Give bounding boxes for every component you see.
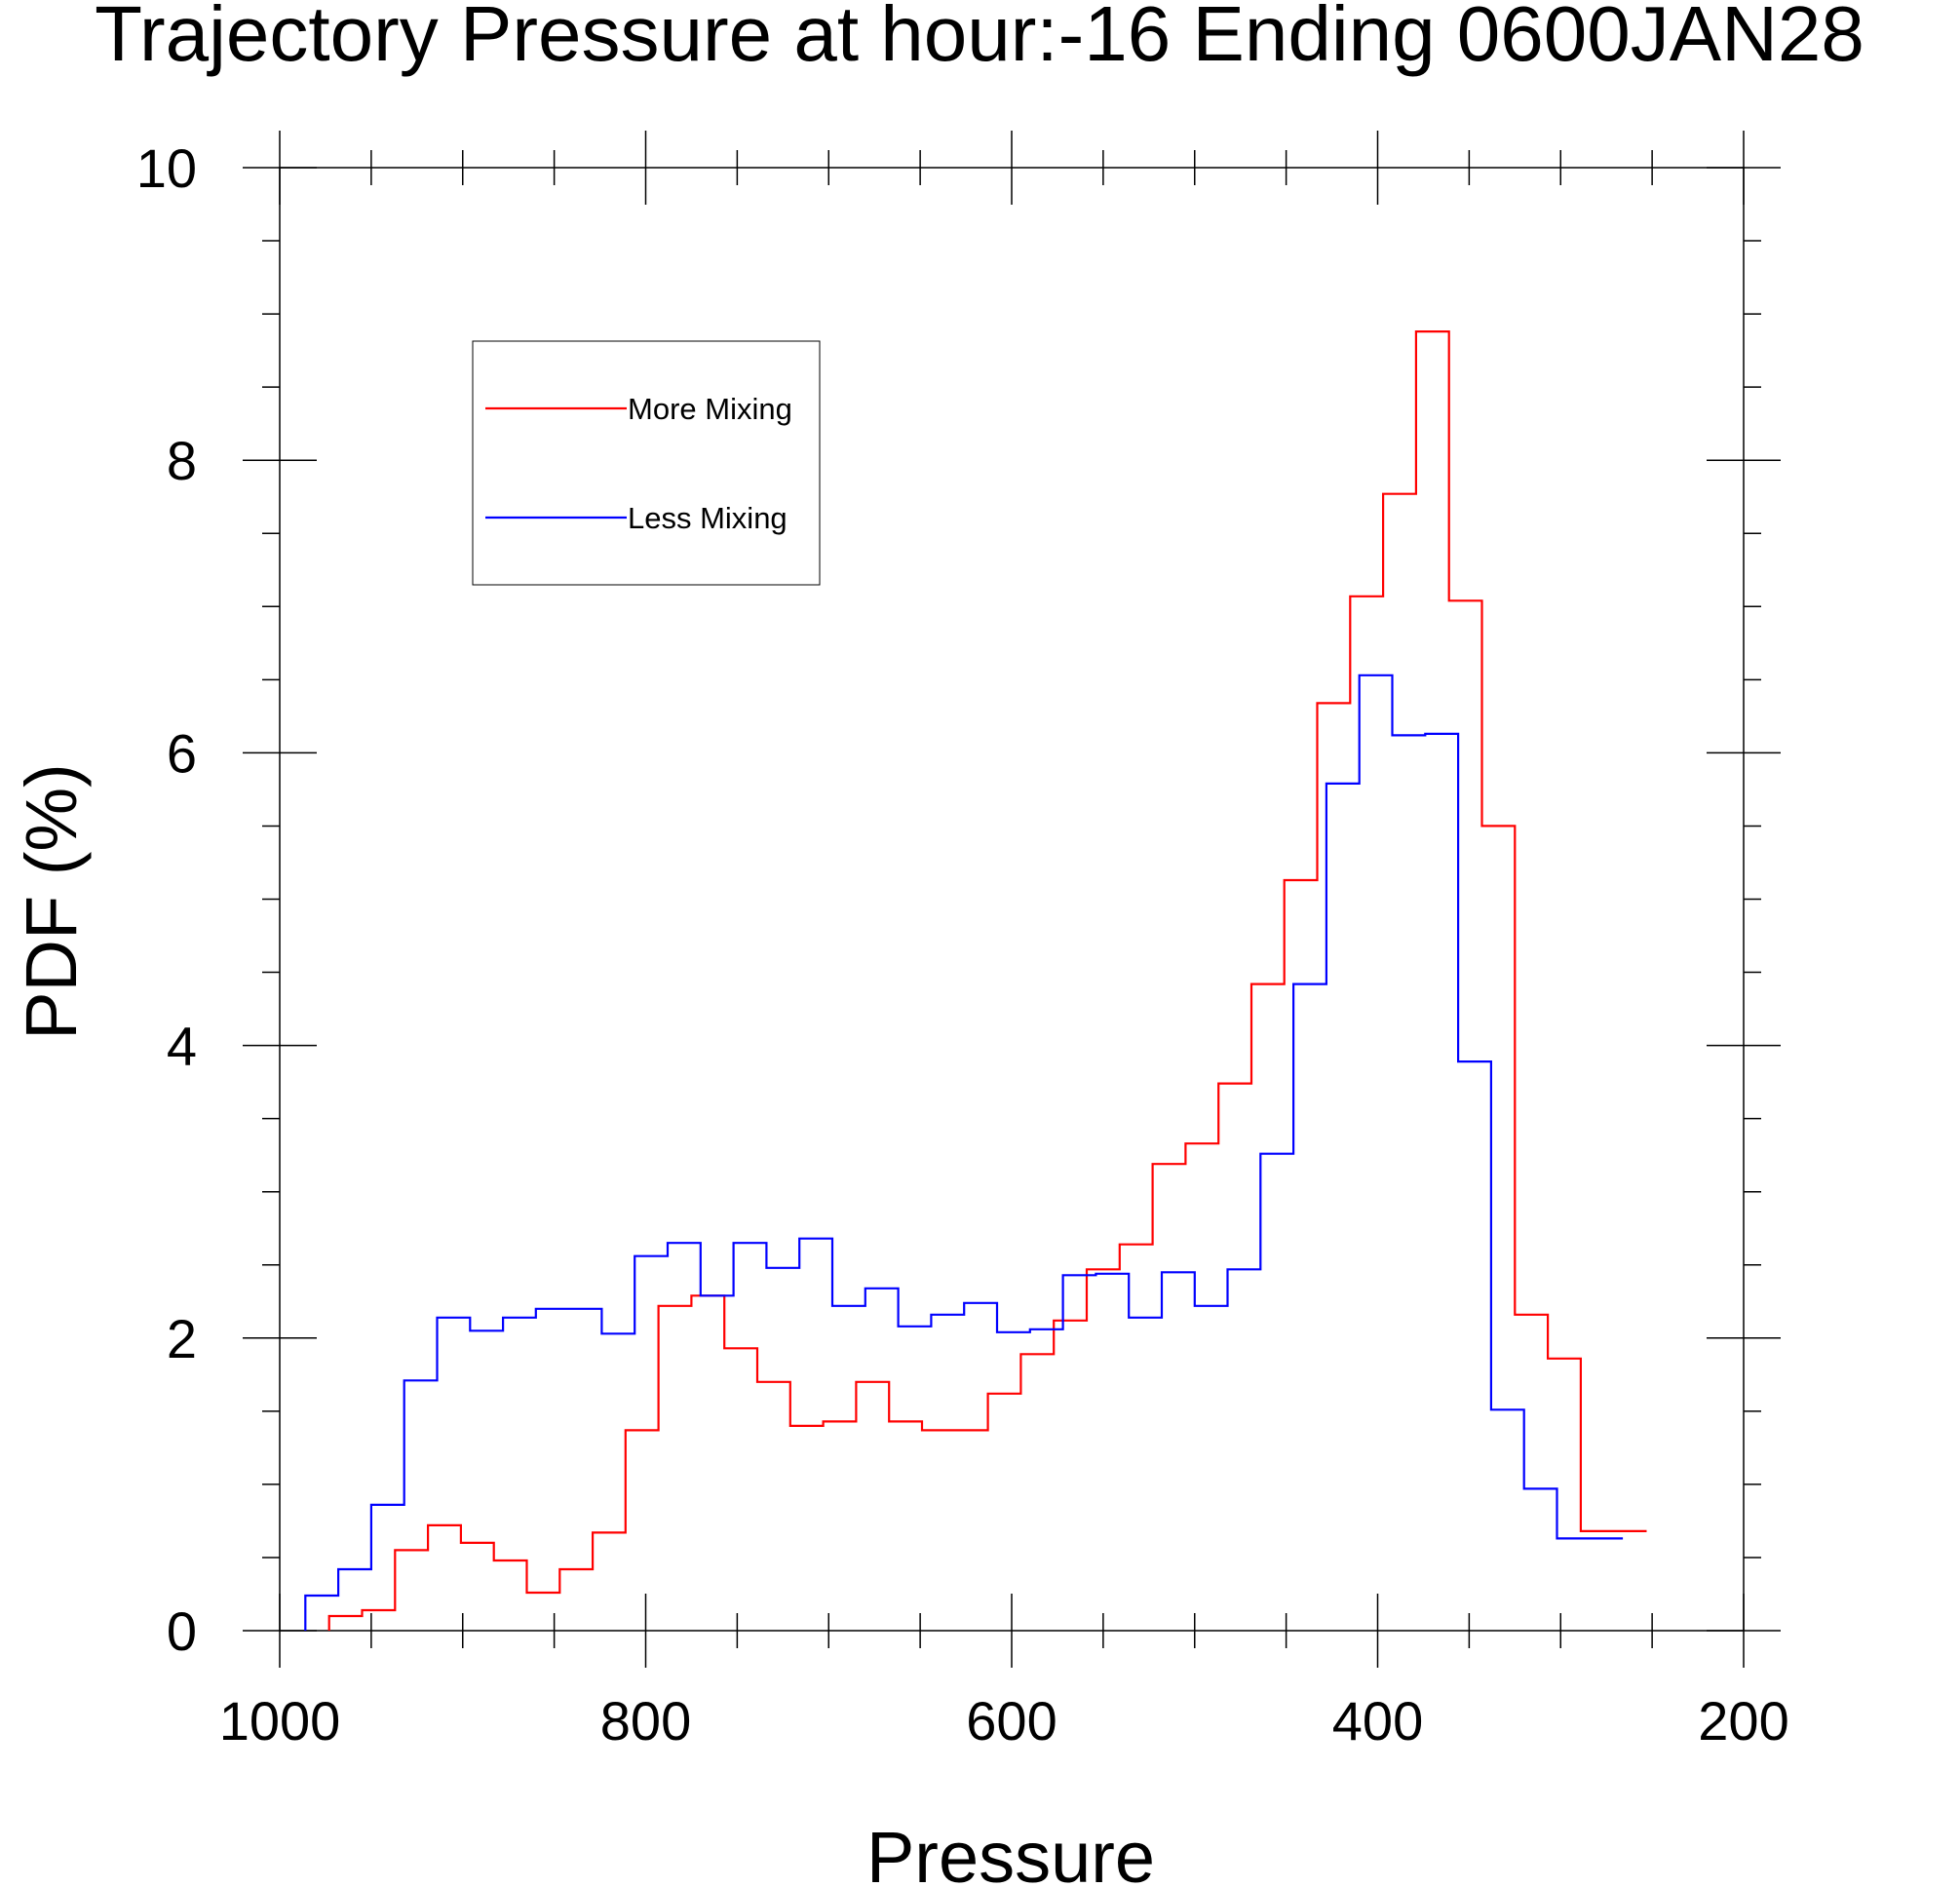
x-tick-label: 400: [1332, 1690, 1423, 1752]
y-tick-label: 0: [167, 1600, 197, 1662]
y-axis: 0 2 4 6 8 10: [136, 137, 1781, 1662]
series-line-more-mixing: [327, 330, 1647, 1631]
x-tick-label: 600: [966, 1690, 1057, 1752]
x-axis-label: Pressure: [866, 1817, 1155, 1887]
y-axis-label: PDF (%): [11, 763, 92, 1040]
series-line-less-mixing: [304, 674, 1624, 1631]
x-tick-label: 1000: [219, 1690, 341, 1752]
series-layer: [304, 330, 1647, 1631]
chart-title: Trajectory Pressure at hour:-16 Ending 0…: [95, 0, 1864, 77]
legend: More Mixing Less Mixing: [472, 340, 821, 586]
y-tick-label: 2: [167, 1308, 197, 1369]
legend-label: Less Mixing: [628, 501, 788, 535]
y-tick-label: 8: [167, 430, 197, 491]
x-tick-label: 200: [1698, 1690, 1788, 1752]
x-axis: 1000 800 600 400 200: [219, 131, 1789, 1752]
y-tick-label: 4: [167, 1016, 197, 1077]
legend-box: [472, 340, 821, 586]
legend-label: More Mixing: [628, 392, 792, 426]
x-tick-label: 800: [600, 1690, 691, 1752]
y-tick-label: 6: [167, 722, 197, 784]
y-tick-label: 10: [136, 137, 197, 199]
